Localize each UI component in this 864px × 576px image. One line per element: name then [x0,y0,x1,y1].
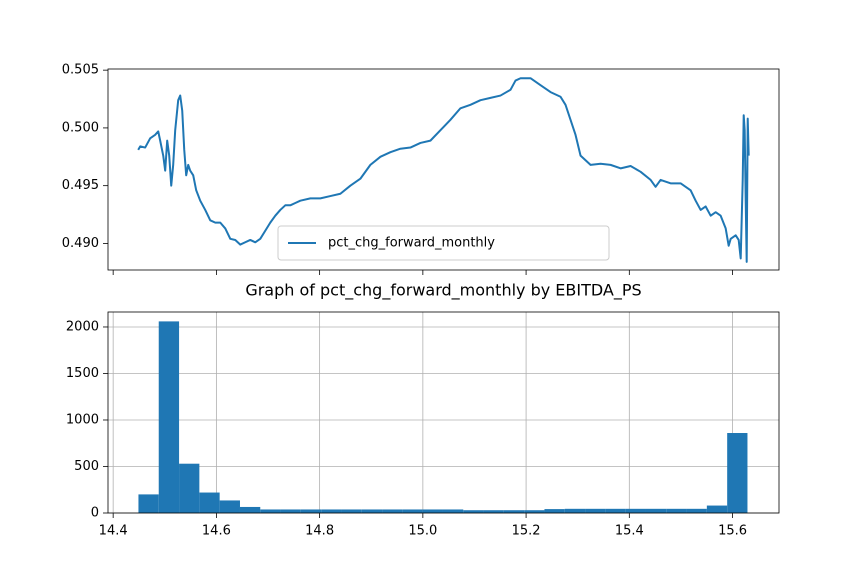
hist-bar [422,509,443,513]
y-tick-label: 0.505 [62,63,99,78]
hist-bar [280,509,301,513]
hist-bar [402,509,423,513]
x-tick-label: 15.0 [408,524,437,539]
y-tick-label: 2000 [66,319,99,334]
hist-bar [564,508,586,513]
hist-bar [442,509,464,513]
hist-bar [524,510,545,513]
hist-bar [585,508,606,513]
y-tick-label: 0.495 [62,178,99,193]
y-tick-label: 500 [74,459,99,474]
hist-bar [341,509,362,513]
hist-bar [239,506,261,513]
legend-box [277,225,610,261]
x-tick-label: 14.8 [305,524,334,539]
hist-bar [219,500,240,513]
hist-bar [706,505,728,513]
hist-bar [158,321,180,513]
hist-bar [503,510,525,513]
hist-bar [666,508,687,513]
hist-bar [382,509,403,513]
hist-bar [463,510,484,513]
legend-label: pct_chg_forward_monthly [328,236,495,251]
axes-frame [107,68,780,271]
hist-bar [686,508,707,513]
hist-bar [727,433,748,513]
hist-bar [544,509,565,513]
line-series [137,77,750,263]
hist-bar [625,508,646,513]
hist-bar [260,509,281,513]
hist-bar [138,494,159,513]
hist-bar [199,492,220,513]
y-tick-label: 1500 [66,366,99,381]
x-tick-label: 14.4 [99,524,128,539]
y-tick-label: 0 [91,506,99,521]
hist-bar [361,509,383,513]
chart-title: Graph of pct_chg_forward_monthly by EBIT… [245,281,641,301]
hist-bar [605,508,626,513]
x-tick-label: 15.2 [512,524,541,539]
axes-frame [107,311,780,514]
hist-bar [179,463,200,513]
hist-bar [483,510,504,513]
y-tick-label: 1000 [66,412,99,427]
x-tick-label: 14.6 [202,524,231,539]
x-tick-label: 15.4 [615,524,644,539]
hist-bar [321,509,342,513]
y-tick-label: 0.500 [62,120,99,135]
x-tick-label: 15.6 [718,524,747,539]
hist-bar [300,509,322,513]
y-tick-label: 0.490 [62,236,99,251]
hist-bar [645,508,667,513]
